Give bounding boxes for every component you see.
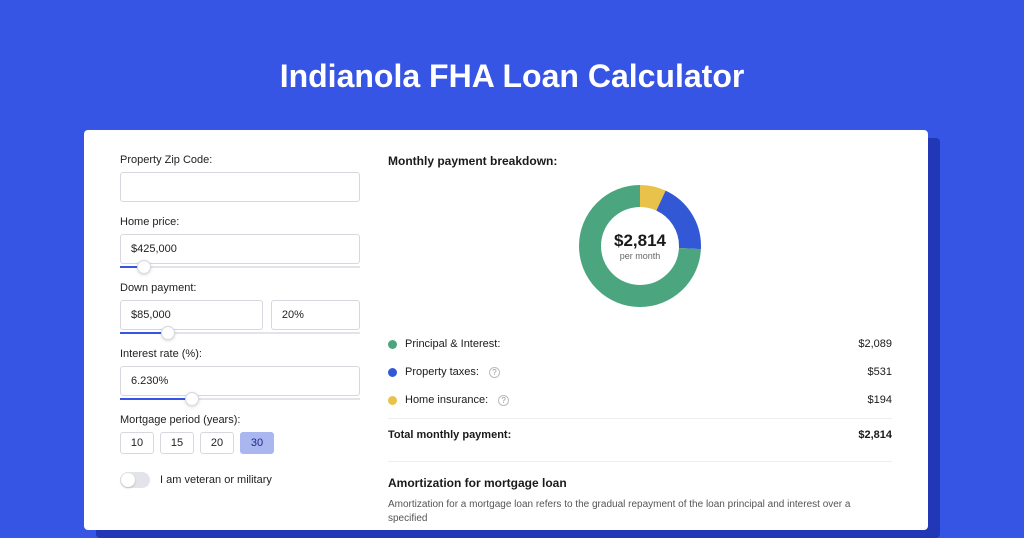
donut-subtext: per month — [614, 251, 666, 261]
period-option-20[interactable]: 20 — [200, 432, 234, 454]
breakdown-title: Monthly payment breakdown: — [388, 154, 892, 168]
total-row: Total monthly payment: $2,814 — [388, 418, 892, 451]
amortization-text: Amortization for a mortgage loan refers … — [388, 498, 892, 526]
donut-center: $2,814 per month — [614, 231, 666, 261]
amortization-section: Amortization for mortgage loan Amortizat… — [388, 461, 892, 526]
interest-rate-slider[interactable] — [120, 398, 360, 400]
calculator-card: Property Zip Code: Home price: Down paym… — [84, 130, 928, 530]
mortgage-period-options: 10 15 20 30 — [120, 432, 360, 454]
interest-rate-label: Interest rate (%): — [120, 348, 360, 360]
breakdown-list: Principal & Interest: $2,089 Property taxe… — [388, 330, 892, 414]
breakdown-column: Monthly payment breakdown: $2,814 per mo… — [388, 154, 892, 530]
down-payment-label: Down payment: — [120, 282, 360, 294]
home-price-label: Home price: — [120, 216, 360, 228]
breakdown-row: Property taxes:? $531 — [388, 358, 892, 386]
breakdown-label: Principal & Interest: — [405, 338, 500, 350]
breakdown-value: $2,089 — [858, 338, 892, 350]
breakdown-value: $194 — [868, 394, 892, 406]
zip-label: Property Zip Code: — [120, 154, 360, 166]
slider-fill — [120, 398, 192, 400]
breakdown-label: Property taxes: — [405, 366, 479, 378]
home-price-input[interactable] — [120, 234, 360, 264]
period-option-30[interactable]: 30 — [240, 432, 274, 454]
mortgage-period-field: Mortgage period (years): 10 15 20 30 — [120, 414, 360, 454]
donut-amount: $2,814 — [614, 231, 666, 251]
legend-dot — [388, 368, 397, 377]
slider-thumb[interactable] — [137, 260, 151, 274]
page-title: Indianola FHA Loan Calculator — [0, 0, 1024, 123]
slider-thumb[interactable] — [161, 326, 175, 340]
total-label: Total monthly payment: — [388, 429, 511, 441]
veteran-toggle-row: I am veteran or military — [120, 472, 360, 488]
zip-input[interactable] — [120, 172, 360, 202]
slider-thumb[interactable] — [185, 392, 199, 406]
interest-rate-input[interactable] — [120, 366, 360, 396]
toggle-knob — [121, 473, 135, 487]
breakdown-row: Principal & Interest: $2,089 — [388, 330, 892, 358]
home-price-slider[interactable] — [120, 266, 360, 268]
input-column: Property Zip Code: Home price: Down paym… — [120, 154, 360, 530]
period-option-10[interactable]: 10 — [120, 432, 154, 454]
down-payment-field: Down payment: — [120, 282, 360, 334]
breakdown-label: Home insurance: — [405, 394, 488, 406]
period-option-15[interactable]: 15 — [160, 432, 194, 454]
veteran-toggle[interactable] — [120, 472, 150, 488]
zip-field: Property Zip Code: — [120, 154, 360, 202]
down-payment-amount-input[interactable] — [120, 300, 263, 330]
home-price-field: Home price: — [120, 216, 360, 268]
amortization-title: Amortization for mortgage loan — [388, 476, 892, 490]
down-payment-percent-input[interactable] — [271, 300, 360, 330]
breakdown-value: $531 — [868, 366, 892, 378]
down-payment-slider[interactable] — [120, 332, 360, 334]
donut-chart: $2,814 per month — [388, 182, 892, 310]
breakdown-row: Home insurance:? $194 — [388, 386, 892, 414]
total-value: $2,814 — [858, 429, 892, 441]
legend-dot — [388, 340, 397, 349]
info-icon[interactable]: ? — [489, 367, 500, 378]
interest-rate-field: Interest rate (%): — [120, 348, 360, 400]
legend-dot — [388, 396, 397, 405]
veteran-label: I am veteran or military — [160, 474, 272, 486]
mortgage-period-label: Mortgage period (years): — [120, 414, 360, 426]
info-icon[interactable]: ? — [498, 395, 509, 406]
